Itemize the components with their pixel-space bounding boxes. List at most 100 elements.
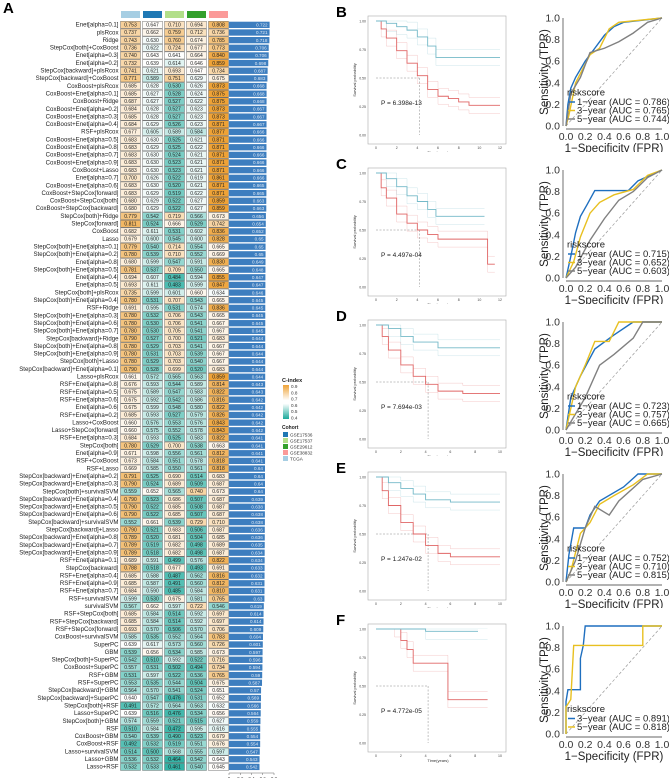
heat-cell	[142, 105, 163, 113]
heat-cell	[142, 418, 163, 427]
row-label: StepCox[backward]+Enet[alpha=0.7]	[19, 542, 119, 549]
km-x-tick-label: 8	[474, 450, 476, 454]
cindex-legend-tick: 0.4	[291, 416, 298, 421]
cell-value: 0.573	[168, 642, 181, 648]
cell-value: 0.532	[146, 313, 159, 319]
roc-x-tick-label: 0.2	[578, 435, 593, 447]
cell-value: 0.551	[168, 459, 181, 465]
cell-value: 0.685	[168, 504, 181, 510]
heat-cell	[208, 304, 229, 312]
mean-value: 0.635	[251, 543, 263, 548]
cell-value: 0.556	[168, 451, 181, 457]
mean-bar	[229, 717, 261, 725]
cell-value: 0.461	[168, 765, 181, 771]
mean-bar	[229, 633, 263, 640]
heat-cell	[186, 732, 207, 741]
cell-value: 0.523	[146, 497, 159, 503]
cell-value: 0.687	[212, 482, 225, 488]
row-label: RSF+Enet[alpha=0.5]	[60, 389, 119, 396]
mean-bar	[229, 75, 268, 82]
km-y-tick-label: 0.50	[359, 381, 366, 385]
cell-value: 0.669	[124, 466, 137, 472]
heat-cell	[120, 633, 141, 641]
roc-legend-label: 3−year (AUC = 0.710)	[577, 562, 669, 573]
heat-cell	[208, 434, 229, 442]
row-label: RSF+survivalSVM	[69, 595, 119, 602]
roc-x-tick-label: 0.0	[559, 131, 574, 143]
panel-e: E0.000.250.500.751.000246810Time(years)S…	[330, 456, 669, 613]
cell-value: 0.531	[146, 298, 159, 304]
row-label: StepCox[both]+Enet[alpha=0.3]	[33, 312, 118, 319]
cell-value: 0.859	[212, 374, 225, 380]
heat-cell	[164, 112, 185, 121]
heat-cell	[142, 495, 163, 503]
heat-cell	[142, 587, 163, 595]
heat-cell	[120, 143, 141, 151]
row-label: Enet[alpha=0.8]	[76, 259, 119, 266]
heat-cell	[186, 21, 207, 29]
km-pvalue: P = 6.398e-13	[381, 100, 422, 107]
km-x-tick-label: 10	[498, 450, 502, 454]
heat-cell	[208, 66, 229, 75]
heat-cell	[120, 365, 141, 373]
mean-value: 0.644	[252, 359, 264, 364]
mean-bar	[229, 725, 261, 732]
heat-cell	[208, 36, 229, 44]
heat-cell	[142, 518, 163, 526]
km-high-risk-ci-lower	[376, 172, 495, 273]
mean-bar	[229, 128, 267, 136]
cell-value: 0.685	[124, 619, 137, 625]
mean-bar	[229, 220, 266, 227]
cell-value: 0.539	[190, 351, 203, 357]
roc-y-axis-label: Sensitivity (TPR)	[539, 181, 551, 267]
cell-value: 0.605	[146, 130, 159, 136]
heat-cell	[142, 594, 163, 603]
heat-cell	[142, 526, 163, 534]
cell-value: 0.490	[168, 734, 181, 740]
mean-value: 0.654	[252, 221, 264, 226]
mean-value: 0.564	[247, 711, 259, 716]
km-x-tick-label: 4	[425, 754, 427, 758]
cell-value: 0.563	[190, 374, 203, 380]
km-y-axis-label: Survival probability	[352, 367, 357, 401]
heat-cell	[164, 671, 185, 679]
cell-value: 0.652	[146, 489, 159, 495]
cohort-legend-label: GSE29612	[290, 444, 313, 449]
cell-value: 0.859	[212, 61, 225, 67]
heat-cell	[186, 258, 207, 266]
row-label: RSF+GBM	[89, 672, 119, 679]
heat-cell	[208, 82, 229, 90]
row-label: Enet[alpha=0.6]	[76, 404, 119, 411]
cohort-legend-label: GSE38832	[290, 450, 313, 455]
heat-cell	[164, 449, 185, 458]
km-y-tick-label: 0.50	[359, 685, 366, 689]
cell-value: 0.621	[190, 137, 203, 143]
mean-bar	[229, 274, 266, 281]
roc-x-tick-label: 0.8	[635, 739, 650, 751]
heat-cell	[208, 732, 229, 741]
mean-bar	[229, 388, 266, 396]
heat-cell	[186, 181, 207, 190]
roc-x-tick-label: 0.0	[559, 283, 574, 295]
cell-value: 0.576	[146, 420, 159, 426]
heat-cell	[142, 28, 163, 37]
heat-cell	[120, 319, 141, 327]
cindex-colorbar	[283, 385, 289, 419]
heat-cell	[120, 151, 141, 159]
cell-value: 0.687	[212, 497, 225, 503]
heat-cell	[208, 357, 229, 366]
cell-value: 0.855	[212, 275, 225, 281]
cell-value: 0.871	[212, 145, 225, 151]
heat-cell	[142, 556, 163, 565]
km-legend	[478, 325, 488, 331]
cell-value: 0.585	[146, 466, 159, 472]
heat-cell	[186, 28, 207, 37]
cell-value: 0.476	[168, 696, 181, 702]
heat-cell	[186, 112, 207, 121]
cell-value: 0.676	[212, 742, 225, 748]
heat-cell	[208, 449, 229, 458]
roc-y-tick-label: 1.0	[545, 469, 560, 481]
km-x-axis-label: Time(years)	[427, 758, 449, 763]
panel-label-b: B	[336, 4, 347, 21]
mean-value: 0.666	[253, 176, 265, 181]
